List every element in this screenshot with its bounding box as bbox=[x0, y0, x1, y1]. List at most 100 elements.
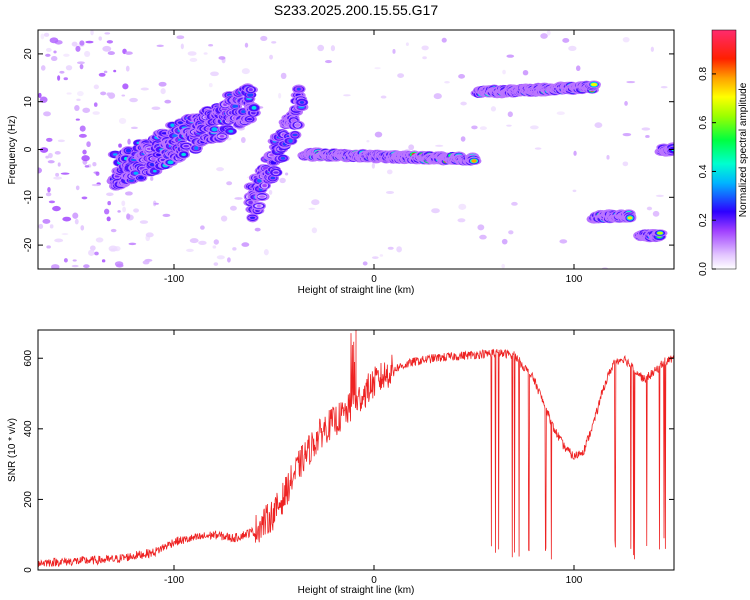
y-tick-label: 20 bbox=[23, 48, 34, 60]
heatmap-cell bbox=[95, 171, 100, 176]
heatmap-cell bbox=[211, 127, 218, 132]
heatmap-cell bbox=[622, 36, 630, 43]
heatmap-cell bbox=[278, 92, 282, 99]
heatmap-cell bbox=[39, 147, 49, 153]
heatmap-cell bbox=[81, 196, 88, 200]
heatmap-cell bbox=[63, 258, 68, 263]
heatmap-cell bbox=[51, 264, 60, 269]
heatmap-cell bbox=[150, 176, 154, 181]
heatmap-cell bbox=[212, 245, 217, 249]
heatmap-cell bbox=[216, 167, 224, 172]
snr-y-axis-label: SNR (10 * v/v) bbox=[7, 418, 18, 482]
heatmap-cell bbox=[241, 242, 250, 247]
heatmap-cell bbox=[227, 257, 231, 263]
heatmap-cell bbox=[76, 98, 81, 102]
colorbar-label: Normalized spectral amplitude bbox=[738, 82, 749, 217]
heatmap-cell bbox=[108, 245, 118, 252]
heatmap-cell bbox=[118, 117, 127, 124]
heatmap-cell bbox=[125, 65, 130, 72]
heatmap-cell bbox=[112, 153, 118, 156]
heatmap-cell bbox=[74, 104, 80, 111]
heatmap-cell bbox=[241, 110, 246, 114]
heatmap-cell bbox=[208, 83, 213, 88]
heatmap-cell bbox=[93, 84, 99, 90]
heatmap-cell bbox=[421, 45, 429, 51]
snr-x-ticks: -100 0 100 bbox=[164, 330, 583, 586]
x-tick-label: 0 bbox=[371, 274, 377, 285]
heatmap-cell bbox=[652, 210, 660, 217]
heatmap-cell bbox=[460, 101, 467, 106]
heatmap-cell bbox=[622, 132, 632, 137]
heatmap-cell bbox=[590, 82, 598, 87]
heatmap-cell bbox=[75, 45, 81, 52]
heatmap-cell bbox=[189, 57, 198, 62]
heatmap-cell bbox=[229, 205, 237, 211]
heatmap-cell bbox=[48, 200, 56, 204]
heatmap-cell bbox=[296, 87, 301, 91]
heatmap-cell bbox=[46, 137, 53, 142]
heatmap-cell bbox=[244, 42, 249, 48]
colorbar-tick-label: 0.4 bbox=[698, 164, 709, 178]
heatmap-cell bbox=[308, 207, 316, 210]
heatmap-cell bbox=[624, 101, 628, 106]
heatmap-cell bbox=[408, 144, 415, 151]
heatmap-cell bbox=[75, 185, 80, 191]
heatmap-cell bbox=[49, 37, 59, 44]
heatmap-cell bbox=[594, 122, 603, 129]
y-tick-label: 0 bbox=[23, 146, 34, 152]
heatmap-cell bbox=[559, 239, 568, 244]
heatmap-cell bbox=[113, 69, 117, 73]
heatmap-cell bbox=[511, 201, 518, 206]
heatmap-cell bbox=[285, 172, 289, 176]
heatmap-cell bbox=[106, 216, 111, 222]
heatmap-cell bbox=[257, 178, 262, 183]
heatmap-cell bbox=[48, 152, 53, 159]
heatmap-cell bbox=[246, 117, 253, 121]
heatmap-cell bbox=[280, 156, 286, 160]
heatmap-cell bbox=[248, 200, 253, 205]
y-tick-label: 400 bbox=[23, 420, 34, 437]
heatmap-cell bbox=[125, 148, 132, 153]
heatmap-cell bbox=[385, 190, 395, 194]
heatmap-cell bbox=[75, 118, 80, 121]
heatmap-cell bbox=[220, 215, 228, 222]
heatmap-cell bbox=[45, 47, 52, 53]
heatmap-cell bbox=[501, 263, 505, 269]
heatmap-cell bbox=[38, 223, 44, 229]
heatmap-cell bbox=[458, 74, 466, 79]
heatmap-cell bbox=[52, 205, 61, 212]
heatmap-cell bbox=[507, 111, 513, 118]
heatmap-cell bbox=[84, 165, 90, 168]
heatmap-cell bbox=[249, 216, 256, 219]
heatmap-cell bbox=[262, 184, 267, 188]
heatmap-cell bbox=[311, 199, 320, 206]
x-tick-label: -100 bbox=[164, 575, 184, 586]
heatmap-cell bbox=[86, 141, 91, 148]
heatmap-cell bbox=[62, 216, 72, 222]
heatmap-cell bbox=[133, 171, 139, 175]
heatmap-cell bbox=[506, 54, 515, 58]
colorbar: 0.0 0.2 0.4 0.6 0.8 Normalized spectral ampl… bbox=[698, 29, 749, 276]
heatmap-cell bbox=[84, 50, 91, 57]
y-tick-label: 10 bbox=[23, 96, 34, 108]
heatmap-cell bbox=[396, 246, 402, 253]
heatmap-cell bbox=[107, 200, 112, 206]
x-tick-label: 100 bbox=[566, 575, 583, 586]
heatmap-cell bbox=[170, 123, 175, 128]
heatmap-cell bbox=[288, 138, 293, 143]
heatmap-cell bbox=[655, 194, 664, 197]
heatmap-cell bbox=[76, 61, 85, 65]
heatmap-cell bbox=[85, 40, 94, 44]
heatmap-cell bbox=[104, 32, 111, 35]
spectrogram-x-axis-label: Height of straight line (km) bbox=[298, 285, 415, 296]
heatmap-cell bbox=[479, 126, 487, 131]
heatmap-cell bbox=[198, 240, 207, 245]
heatmap-cell bbox=[122, 206, 127, 213]
spectrogram-y-ticks: -20 -10 0 10 20 bbox=[23, 48, 674, 252]
heatmap-cell bbox=[650, 46, 654, 52]
heatmap-cell bbox=[103, 70, 108, 74]
heatmap-cell bbox=[162, 213, 171, 217]
heatmap-cell bbox=[187, 51, 197, 56]
heatmap-cell bbox=[88, 249, 95, 256]
